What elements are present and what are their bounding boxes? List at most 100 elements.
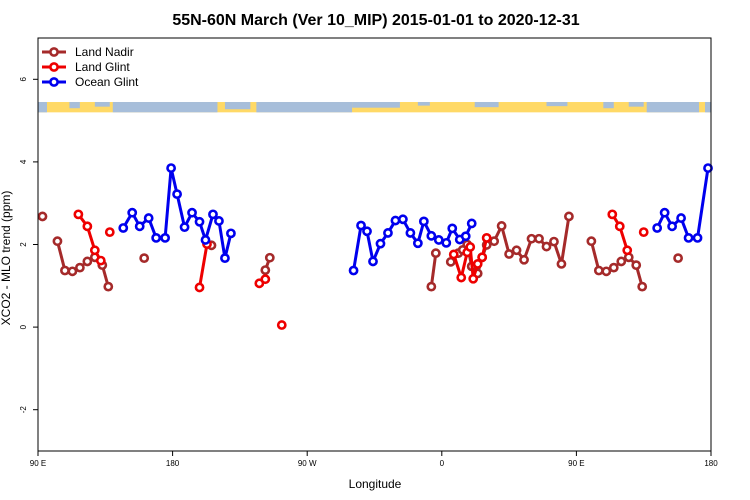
data-point-ocean-glint [433,235,444,245]
y-tick-label: 6 [19,77,28,82]
ocean-patch [646,102,700,113]
data-point-ocean-glint [375,238,386,249]
ocean-patch [603,102,614,109]
ocean-patch [94,102,110,107]
ocean-patch [546,102,568,107]
ocean-patch [417,102,430,106]
x-tick-label: 0 [440,459,445,468]
data-point-ocean-glint [118,223,129,233]
data-point-land-nadir [430,248,441,259]
series-line-land-nadir [429,252,438,287]
ocean-patch [256,102,353,113]
legend-item-land-glint: Land Glint [42,60,130,74]
data-point-land-nadir [608,262,619,273]
data-point-ocean-glint [676,213,686,223]
data-point-land-glint [465,242,476,252]
data-point-ocean-glint [160,232,171,243]
ocean-patch [112,102,218,113]
data-point-ocean-glint [172,189,182,200]
data-point-land-glint [614,221,625,232]
y-axis: -2 0 2 4 6 [19,77,38,414]
data-point-ocean-glint [187,207,197,218]
data-point-ocean-glint [179,222,190,233]
data-point-land-glint [194,282,205,293]
data-point-ocean-glint [441,237,452,248]
y-axis-label: XCO2 - MLO trend (ppm) [0,191,13,326]
data-point-ocean-glint [356,220,366,231]
data-point-land-nadir [264,252,275,263]
data-point-ocean-glint [652,223,663,233]
legend-marker [49,77,59,87]
data-point-land-glint [472,259,483,269]
series-ocean-glint [118,163,713,276]
y-tick-label: 4 [19,159,28,164]
data-point-land-nadir [445,256,456,267]
data-point-ocean-glint [348,265,359,276]
data-point-ocean-glint [200,235,211,245]
data-point-ocean-glint [447,223,458,234]
data-point-land-nadir [37,211,48,222]
series-line-land-glint [77,213,103,262]
data-point-land-nadir [673,253,683,264]
legend-item-ocean-glint: Ocean Glint [42,75,139,89]
x-axis-label: Longitude [349,477,402,491]
x-tick-label: 180 [166,459,180,468]
data-point-land-nadir [601,266,612,277]
data-point-land-glint [622,245,633,256]
x-axis: 90 E 180 90 W 0 90 E 180 [30,451,718,468]
data-point-ocean-glint [214,216,224,226]
data-point-ocean-glint [659,207,670,218]
data-point-land-glint [477,252,488,263]
data-point-ocean-glint [143,213,154,223]
legend-label: Land Glint [75,60,130,74]
data-point-land-nadir [541,241,552,252]
data-point-land-nadir [496,221,507,231]
data-point-land-nadir [60,265,70,276]
data-point-ocean-glint [460,231,471,242]
data-point-land-nadir [74,262,85,273]
data-point-ocean-glint [208,209,218,220]
ocean-patch [69,102,80,109]
data-point-ocean-glint [151,232,162,243]
x-tick-label: 90 W [298,459,317,468]
plot-frame [37,37,712,452]
x-tick-label: 180 [704,459,718,468]
ocean-patch [474,102,499,108]
data-point-land-nadir [526,233,537,244]
data-point-land-glint [73,209,84,220]
data-point-land-glint [89,245,100,256]
data-point-ocean-glint [220,253,230,264]
legend-marker [49,47,59,57]
y-tick-label: -2 [19,406,28,414]
data-point-land-nadir [616,256,627,267]
legend-label: Ocean Glint [75,75,139,89]
data-point-land-nadir [139,253,150,264]
data-point-land-glint [82,221,93,232]
data-point-land-nadir [52,236,63,247]
data-point-ocean-glint [368,256,378,267]
legend-label: Land Nadir [75,45,134,59]
data-point-ocean-glint [134,221,145,232]
data-point-ocean-glint [405,228,416,238]
land-ocean-band [38,102,711,113]
data-point-land-nadir [504,249,514,259]
data-point-ocean-glint [127,207,138,218]
data-point-land-nadir [519,254,529,265]
ocean-patch [352,102,400,108]
x-tick-label: 90 E [30,459,46,468]
data-point-ocean-glint [667,221,678,232]
series-line-land-glint [198,243,209,288]
data-point-ocean-glint [466,218,477,229]
data-point-land-glint [481,232,492,243]
data-point-land-nadir [82,256,93,267]
data-point-land-nadir [549,236,559,247]
data-point-ocean-glint [362,226,372,237]
data-point-ocean-glint [418,216,429,227]
data-point-land-nadir [260,265,271,276]
data-point-ocean-glint [398,214,408,225]
data-point-land-glint [95,255,106,266]
data-point-land-glint [468,273,479,284]
plot-series [37,163,713,330]
legend-item-land-nadir: Land Nadir [42,45,134,59]
ocean-patch [38,102,47,113]
